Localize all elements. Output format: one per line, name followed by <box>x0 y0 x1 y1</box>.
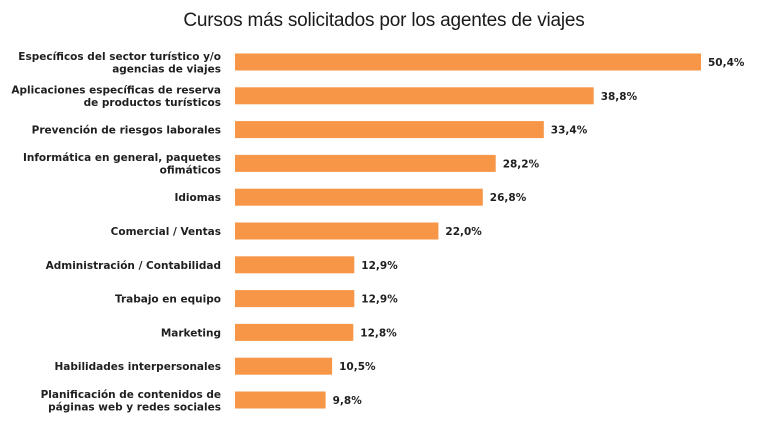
category-label-5: Comercial / Ventas <box>111 226 221 238</box>
category-label-line: páginas web y redes sociales <box>48 401 221 413</box>
bar-6 <box>235 256 355 274</box>
bars <box>235 53 701 409</box>
category-label-8: Marketing <box>161 327 221 339</box>
value-label-8: 12,8% <box>360 327 397 339</box>
value-label-9: 10,5% <box>339 361 376 373</box>
bar-7 <box>235 290 355 308</box>
bar-10 <box>235 391 326 409</box>
value-label-1: 38,8% <box>601 91 638 103</box>
category-label-line: de productos turísticos <box>84 97 221 109</box>
category-label-line: Prevención de riesgos laborales <box>32 125 221 137</box>
category-label-1: Aplicaciones específicas de reserva de pr… <box>11 85 221 110</box>
bar-0 <box>235 53 701 71</box>
chart-title: Cursos más solicitados por los agentes d… <box>183 10 585 31</box>
bar-9 <box>235 357 333 375</box>
category-label-line: Informática en general, paquetes <box>23 152 221 164</box>
category-label-4: Idiomas <box>174 192 221 204</box>
category-label-line: agencias de viajes <box>112 63 221 75</box>
category-label-6: Administración / Contabilidad <box>46 260 221 272</box>
category-label-0: Específicos del sector turístico y/o agen… <box>18 51 221 76</box>
value-label-5: 22,0% <box>445 226 482 238</box>
value-label-2: 33,4% <box>551 125 588 137</box>
category-label-line: Comercial / Ventas <box>111 226 221 238</box>
bar-3 <box>235 154 496 172</box>
bar-8 <box>235 323 354 341</box>
category-label-line: Administración / Contabilidad <box>46 260 221 272</box>
category-label-line: Específicos del sector turístico y/o <box>18 51 221 63</box>
category-label-line: ofimáticos <box>160 165 221 177</box>
category-label-line: Idiomas <box>174 192 221 204</box>
value-label-10: 9,8% <box>333 395 363 407</box>
value-labels: 50,4% 38,8% 33,4% 28,2% 26,8% 22,0% 12,9% 12,9%… <box>333 57 745 407</box>
category-label-line: Marketing <box>161 327 221 339</box>
value-label-7: 12,9% <box>361 294 398 306</box>
category-label-line: Aplicaciones específicas de reserva <box>11 85 221 97</box>
value-label-6: 12,9% <box>361 260 398 272</box>
category-label-9: Habilidades interpersonales <box>54 361 221 373</box>
category-label-line: Planificación de contenidos de <box>41 389 221 401</box>
value-label-4: 26,8% <box>490 192 527 204</box>
bar-2 <box>235 121 544 139</box>
bar-5 <box>235 222 439 240</box>
category-label-2: Prevención de riesgos laborales <box>32 125 221 137</box>
value-label-0: 50,4% <box>708 57 745 69</box>
category-label-7: Trabajo en equipo <box>115 294 221 306</box>
category-label-line: Trabajo en equipo <box>115 294 221 306</box>
category-label-line: Habilidades interpersonales <box>54 361 221 373</box>
bar-4 <box>235 188 483 206</box>
bar-1 <box>235 87 594 105</box>
category-labels: Específicos del sector turístico y/o agen… <box>11 51 221 414</box>
category-label-3: Informática en general, paquetes ofimátic… <box>23 152 221 177</box>
value-label-3: 28,2% <box>503 158 540 170</box>
category-label-10: Planificación de contenidos de páginas we… <box>41 389 221 414</box>
